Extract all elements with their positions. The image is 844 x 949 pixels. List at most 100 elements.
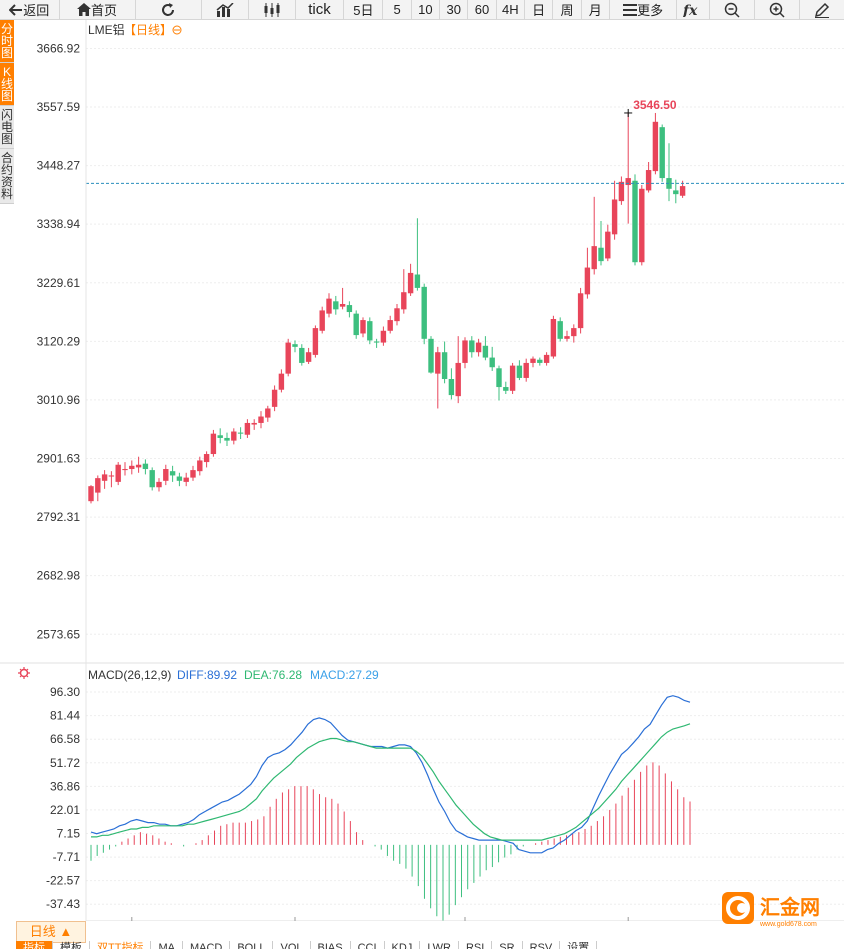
tab-settings[interactable]: 设置 [560, 941, 598, 949]
candle-body [101, 474, 108, 481]
five-day-button[interactable]: 5日 [344, 0, 384, 19]
candle-body [679, 186, 686, 196]
diff-line [90, 695, 691, 854]
home-icon [77, 3, 92, 16]
high-marker: 3546.50 [624, 98, 677, 117]
macd-tick-label: 7.15 [57, 826, 81, 840]
chart-type-button[interactable] [202, 0, 249, 19]
tab-lwr[interactable]: LWR [420, 941, 459, 949]
candle-body [673, 190, 679, 195]
home-button[interactable]: 首页 [60, 0, 136, 19]
candle-body [176, 476, 183, 481]
tick-label: tick [308, 1, 331, 18]
tab-kdj[interactable]: KDJ [385, 941, 421, 949]
candle-body [122, 469, 128, 471]
period-5-button[interactable]: 5 [383, 0, 412, 19]
chart-area[interactable]: 3666.92 3557.59 3448.27 3338.94 3229.61 3120.… [0, 20, 844, 921]
candle-body [149, 470, 155, 488]
candle-body [339, 303, 346, 307]
candle-body [401, 292, 407, 310]
candle-body [224, 437, 230, 441]
tab-template[interactable]: 模板 [53, 941, 90, 949]
period-day-button[interactable]: 日 [525, 0, 554, 19]
period-10-button[interactable]: 10 [412, 0, 441, 19]
candle-body [231, 431, 237, 441]
candle-body [190, 470, 196, 478]
refresh-button[interactable] [136, 0, 202, 19]
period-4h-button[interactable]: 4H [497, 0, 525, 19]
legend-price: LME铝 【日线】 [88, 22, 182, 37]
candle-body [312, 328, 319, 355]
candle-body [95, 478, 101, 493]
candle-body [421, 286, 427, 339]
price-tick-label: 2682.98 [37, 569, 81, 583]
candle-body [108, 475, 115, 477]
formula-icon: fx [683, 3, 698, 17]
price-tick-label: 2573.65 [37, 627, 81, 641]
candle-body [625, 178, 631, 186]
macd-tick-label: 36.86 [50, 779, 80, 793]
tab-kline[interactable]: K线图 [0, 63, 14, 106]
candle-body [571, 328, 577, 337]
macd-settings-icon[interactable] [18, 667, 30, 679]
candle-body [496, 368, 502, 388]
candle-body [326, 298, 332, 314]
period-60-button[interactable]: 60 [468, 0, 497, 19]
draw-button[interactable] [800, 0, 844, 19]
tab-ma[interactable]: MA [151, 941, 183, 949]
candle-body [285, 342, 291, 374]
side-tabs: 分时图 K线图 闪电图 合约资料 [0, 20, 14, 204]
candlestick-icon [264, 2, 280, 17]
macd-tick-label: 51.72 [50, 756, 80, 770]
candle-body [292, 344, 298, 347]
period-week-button[interactable]: 周 [553, 0, 582, 19]
candle-body [346, 305, 353, 313]
candle-style-button[interactable] [249, 0, 296, 19]
tab-flash-chart[interactable]: 闪电图 [0, 106, 14, 149]
settings-dot-icon[interactable] [172, 25, 182, 35]
candle-body [197, 460, 203, 472]
period-select-button[interactable]: 日线 ▲ [16, 921, 86, 943]
more-button[interactable]: 更多 [610, 0, 678, 19]
tab-contract-info[interactable]: 合约资料 [0, 149, 14, 204]
tab-double-indicator[interactable]: 双TT指标 [90, 941, 152, 949]
tab-rsi[interactable]: RSI [459, 941, 493, 949]
macd-tick-label: 81.44 [50, 709, 80, 723]
tab-vol[interactable]: VOL [273, 941, 311, 949]
period-month-button[interactable]: 月 [582, 0, 610, 19]
candle-body [367, 321, 373, 341]
candle-body [564, 336, 570, 339]
pencil-icon [815, 2, 830, 18]
tab-macd[interactable]: MACD [183, 941, 231, 949]
candle-body [441, 352, 448, 380]
macd-tick-label: -37.43 [46, 897, 80, 911]
tab-timeshare[interactable]: 分时图 [0, 20, 14, 63]
zoom-out-button[interactable] [710, 0, 756, 19]
symbol-label: LME铝 [88, 22, 125, 37]
watermark-brand: 汇金网 [760, 895, 820, 919]
back-button[interactable]: 返回 [0, 0, 60, 19]
candle-body [237, 432, 244, 434]
candle-body [448, 379, 455, 396]
tab-cci[interactable]: CCI [351, 941, 385, 949]
period-30-button[interactable]: 30 [440, 0, 469, 19]
candle-body [169, 471, 176, 476]
price-tick-label: 3120.29 [37, 334, 81, 348]
tab-rsv[interactable]: RSV [523, 941, 561, 949]
tick-button[interactable]: tick [296, 0, 345, 19]
tab-bias[interactable]: BIAS [311, 941, 351, 949]
macd-y-axis: 96.30 81.44 66.58 51.72 36.86 22.01 7.15 -7.71 -… [46, 685, 80, 911]
candle-body [591, 246, 597, 270]
tab-indicator[interactable]: 指标 [16, 941, 53, 949]
formula-button[interactable]: fx [677, 0, 711, 19]
macd-tick-label: -22.57 [46, 874, 80, 888]
tab-sr[interactable]: SR [492, 941, 523, 949]
period-4h-label: 4H [502, 2, 519, 17]
refresh-icon [162, 2, 175, 16]
candle-body [475, 342, 482, 353]
candle-body [244, 422, 251, 435]
tab-boll[interactable]: BOLL [230, 941, 274, 949]
dea-value: DEA:76.28 [244, 668, 302, 682]
zoom-in-button[interactable] [755, 0, 801, 19]
more-label: 更多 [637, 3, 664, 18]
